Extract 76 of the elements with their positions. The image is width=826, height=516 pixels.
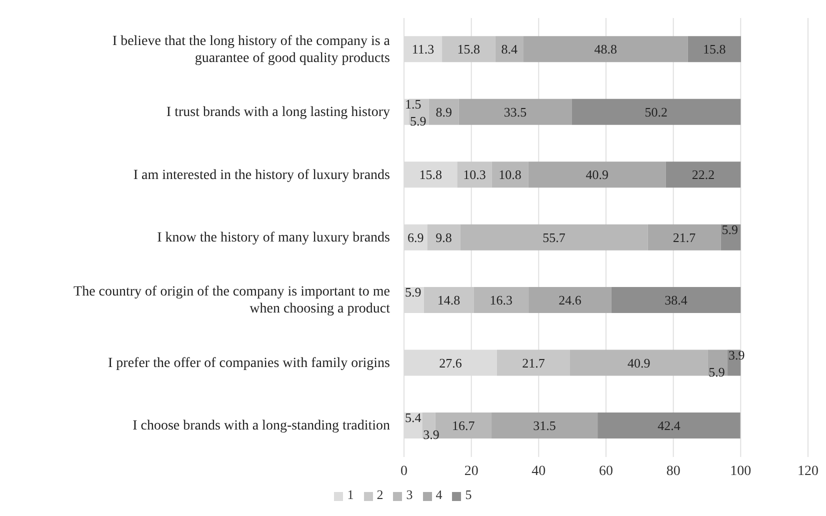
y-tick-label: I know the history of many luxury brands [157,230,390,245]
y-tick-label: I am interested in the history of luxury brands [133,167,390,182]
data-label: 40.9 [586,167,608,182]
bar [457,162,492,188]
bar [492,162,528,188]
bar [648,224,721,250]
data-label: 21.7 [672,230,696,245]
data-label: 21.7 [522,355,546,370]
data-label: 31.5 [533,418,556,433]
legend-label: 1 [347,487,354,502]
data-label: 11.3 [412,42,434,57]
bar [572,98,741,125]
data-label: 9.8 [436,230,452,245]
data-label: 14.8 [437,292,460,308]
data-label: 6.9 [407,230,424,245]
data-label: 16.7 [452,418,476,433]
bar [458,98,572,125]
legend-label: 5 [465,487,472,502]
legend-label: 2 [376,487,384,502]
data-label: 15.8 [457,42,480,57]
bar [424,287,474,314]
bar [570,350,708,376]
data-label: 8.9 [436,104,452,120]
legend-label: 3 [406,487,413,502]
bar [528,162,666,188]
x-tick-label: 120 [798,464,818,479]
y-tick-label: I trust brands with a long lasting history [166,104,390,120]
bar [524,36,688,62]
data-label: 16.3 [490,292,513,308]
bar [528,287,612,314]
bar [428,98,459,125]
bar [666,162,741,188]
y-tick-label: I prefer the offer of companies with family origins [108,355,390,370]
data-label: 5.9 [410,113,426,128]
x-tick-label: 40 [532,464,546,479]
bar [474,287,529,314]
data-label: 3.9 [423,426,440,442]
data-label: 8.4 [501,42,518,57]
data-label: 40.9 [627,355,650,370]
bar [708,350,728,376]
x-tick-label: 0 [400,464,408,479]
data-label: 50.2 [644,104,668,120]
data-label: 22.2 [692,167,715,182]
data-label: 42.4 [658,418,681,433]
data-label: 24.6 [558,292,582,308]
data-label: 27.6 [439,355,462,370]
bar [442,36,496,62]
data-label: 10.8 [498,167,522,182]
data-label: 48.8 [594,42,618,57]
bar [611,287,741,314]
bar [496,350,570,376]
data-label: 5.9 [722,222,738,237]
x-tick-label: 20 [464,464,478,479]
data-label: 55.7 [542,230,566,245]
x-tick-label: 100 [730,464,752,479]
y-tick-label: The country of origin of the company is important to me when choosing a product [74,284,390,316]
x-tick-label: 60 [599,464,613,479]
data-label: 5.9 [708,364,725,380]
bar [492,412,598,438]
data-label: 10.3 [463,167,486,182]
data-label: 5.9 [405,284,422,300]
y-tick-label: I believe that the long history of the company is a guarantee of good quality products [112,33,391,66]
data-label: 1.5 [405,96,422,112]
bar [427,224,460,250]
bar [495,36,524,62]
y-tick-label: I choose brands with a long-standing tradition [132,418,390,434]
data-label: 38.4 [664,292,688,308]
bar [688,36,742,62]
legend-label: 4 [436,487,442,502]
bar [598,412,740,438]
x-tick-label: 80 [666,464,680,479]
data-label: 15.8 [703,42,726,57]
data-label: 33.5 [504,104,527,120]
data-label: 5.4 [405,410,422,425]
data-label: 15.8 [419,167,442,182]
bar [460,224,648,250]
